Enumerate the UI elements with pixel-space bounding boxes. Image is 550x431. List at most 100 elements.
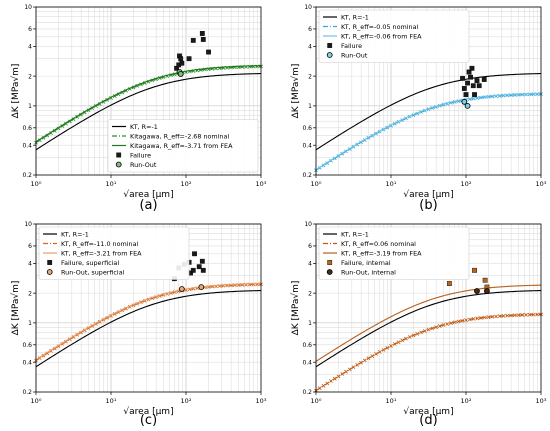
data-point xyxy=(476,83,482,89)
line-marker xyxy=(490,314,495,319)
line-marker xyxy=(317,386,322,391)
legend-item: Run-Out, superficial xyxy=(46,268,125,276)
line-marker xyxy=(419,330,423,335)
x-tick-label: 10⁰ xyxy=(31,180,42,188)
line-marker xyxy=(400,338,405,343)
line-marker xyxy=(449,321,453,326)
data-point xyxy=(484,288,490,294)
y-tick-label: 6 xyxy=(28,243,32,250)
data-point xyxy=(474,288,480,294)
legend-swatch xyxy=(115,161,122,168)
x-tick-label: 10¹ xyxy=(106,180,117,188)
legend-label: KT, R=-1 xyxy=(341,230,369,238)
axes-frame xyxy=(35,6,262,176)
line-marker xyxy=(531,312,536,317)
line-marker xyxy=(430,326,435,331)
legend-swatch xyxy=(327,260,333,265)
line-marker xyxy=(524,312,528,317)
y-tick-label: 10 xyxy=(24,4,32,11)
legend-label: KT, R=-1 xyxy=(130,123,158,131)
line-marker xyxy=(482,315,487,320)
legend-label: Run-Out xyxy=(341,51,368,59)
line-marker xyxy=(445,322,450,326)
line-marker xyxy=(464,318,468,322)
legend-item: KT, R=-1 xyxy=(323,230,369,238)
legend-item: Kitagawa, R_eff=-2.68 nominal xyxy=(112,132,229,140)
legend-label: KT, R=-1 xyxy=(61,230,89,238)
x-tick-label: 10¹ xyxy=(106,397,117,405)
data-point xyxy=(198,284,205,291)
y-tick-label: 10 xyxy=(304,221,312,228)
line-marker xyxy=(396,340,401,345)
y-tick-label: 0.4 xyxy=(22,142,32,149)
y-tick-label: 6 xyxy=(308,26,312,33)
line-marker xyxy=(520,313,525,317)
x-tick-label: 10⁰ xyxy=(311,397,322,405)
legend-item: Kitagawa, R_eff=-3.71 from FEA xyxy=(112,142,233,150)
y-tick-labels: 0.2 0.4 0.6 1 2 4 6 10 xyxy=(22,4,36,179)
line-marker xyxy=(336,374,341,379)
point-series xyxy=(474,288,490,294)
y-tick-label: 0.6 xyxy=(302,342,312,349)
legend-box xyxy=(318,226,470,280)
y-tick-label: 0.6 xyxy=(302,125,312,132)
line-marker xyxy=(347,367,352,372)
x-tick-labels: 10⁰ 10¹ 10² 10³ xyxy=(311,175,547,188)
point-series xyxy=(178,284,205,292)
line-marker xyxy=(340,372,345,376)
series-line xyxy=(315,284,542,362)
x-tick-label: 10⁰ xyxy=(31,397,42,405)
panel-caption: (b) xyxy=(419,198,437,213)
line-marker xyxy=(512,313,517,318)
x-axis-label: √area [μm] xyxy=(403,406,453,417)
legend-box xyxy=(38,226,190,280)
y-tick-label: 4 xyxy=(28,44,32,51)
line-marker xyxy=(497,314,502,319)
line-marker xyxy=(486,315,491,319)
data-point xyxy=(190,37,196,43)
y-tick-label: 4 xyxy=(28,261,32,268)
legend-item: Run-Out xyxy=(115,161,157,169)
y-tick-label: 1 xyxy=(308,320,312,327)
legend-label: Failure xyxy=(341,42,362,50)
legend-item: Failure xyxy=(327,42,362,50)
y-tick-label: 0.2 xyxy=(302,389,312,396)
y-tick-label: 2 xyxy=(308,73,312,80)
line-marker xyxy=(381,347,386,352)
legend-box xyxy=(318,9,470,63)
legend-label: Kitagawa, R_eff=-3.71 from FEA xyxy=(130,142,233,150)
y-tick-label: 0.4 xyxy=(302,142,312,149)
x-tick-labels: 10⁰ 10¹ 10² 10³ xyxy=(31,175,267,188)
line-marker xyxy=(366,356,371,361)
panel-caption: (d) xyxy=(419,413,437,428)
line-marker xyxy=(325,381,330,386)
legend-swatch xyxy=(47,260,53,265)
data-point xyxy=(482,277,488,283)
legend-label: KT, R_eff=-3.19 from FEA xyxy=(341,249,422,257)
line-marker xyxy=(437,324,442,328)
y-tick-label: 0.4 xyxy=(22,359,32,366)
line-marker xyxy=(415,331,420,336)
x-tick-labels: 10⁰ 10¹ 10² 10³ xyxy=(311,392,547,405)
x-tick-label: 10² xyxy=(181,180,192,188)
x-axis-label: √area [μm] xyxy=(123,189,173,200)
y-tick-label: 0.2 xyxy=(22,172,32,179)
line-marker xyxy=(479,316,483,320)
data-point xyxy=(481,77,487,82)
x-tick-labels: 10⁰ 10¹ 10² 10³ xyxy=(31,392,267,405)
legend-label: Failure, superficial xyxy=(61,259,119,267)
line-marker xyxy=(351,365,356,370)
legend-label: Kitagawa, R_eff=-2.68 nominal xyxy=(130,132,229,140)
data-point xyxy=(179,60,185,66)
legend-label: KT, R_eff=-0.05 nominal xyxy=(341,23,418,31)
line-marker xyxy=(527,312,532,317)
y-tick-label: 1 xyxy=(308,103,312,110)
line-marker xyxy=(422,329,427,333)
line-marker xyxy=(494,314,498,319)
axes-frame xyxy=(315,6,542,176)
data-point xyxy=(468,74,473,80)
data-point xyxy=(206,49,211,55)
legend-swatch xyxy=(326,52,333,58)
